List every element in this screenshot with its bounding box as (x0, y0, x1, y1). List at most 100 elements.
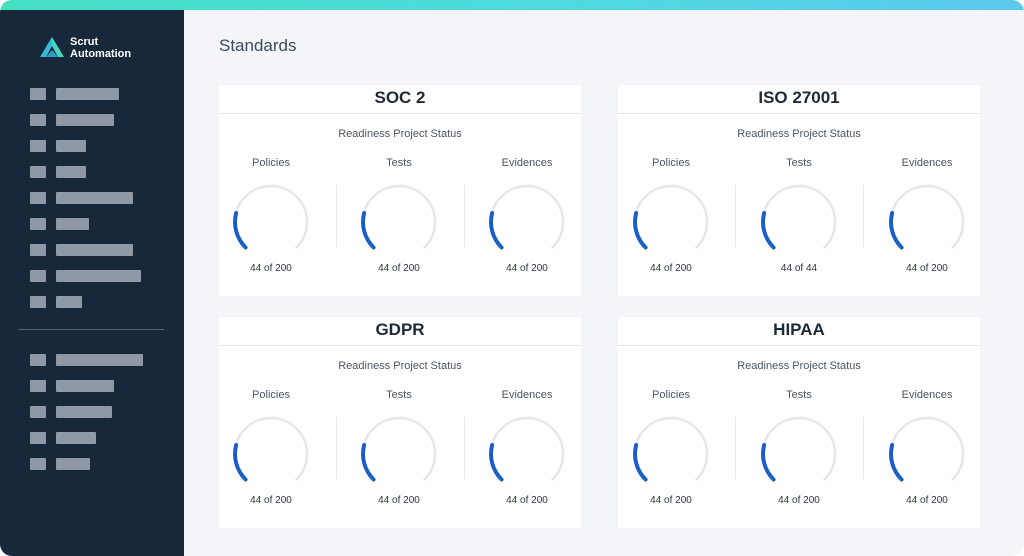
metric-label: Policies (652, 157, 690, 169)
standard-card-soc2[interactable]: SOC 2 Readiness Project Status Policies … (219, 85, 581, 296)
metric-value: 44 of 200 (650, 495, 692, 506)
page-title: Standards (219, 36, 297, 55)
progress-gauge (489, 416, 565, 482)
nav-icon (30, 270, 46, 282)
metric-label: Policies (252, 389, 290, 401)
nav-icon (30, 458, 46, 470)
nav-icon (30, 354, 46, 366)
nav-label-placeholder (56, 406, 112, 418)
nav-label-placeholder (56, 218, 89, 230)
progress-gauge (761, 184, 837, 250)
metric-label: Tests (786, 389, 812, 401)
card-subtitle: Readiness Project Status (737, 360, 861, 372)
metric-tests[interactable]: Tests 44 of 200 (739, 389, 859, 513)
metric-label: Evidences (901, 157, 953, 169)
metric-evidences[interactable]: Evidences 44 of 200 (467, 157, 587, 281)
metric-tests[interactable]: Tests 44 of 200 (339, 389, 459, 513)
gauge-track (761, 416, 837, 481)
gauge-progress-arc (233, 443, 248, 482)
gauge-track (233, 416, 309, 481)
card-subtitle: Readiness Project Status (338, 128, 462, 140)
nav-icon (30, 140, 46, 152)
metric-value: 44 of 200 (778, 495, 820, 506)
metric-separator (464, 417, 465, 479)
metric-policies[interactable]: Policies 44 of 200 (611, 389, 731, 513)
logo-line-1: Scrut (70, 36, 99, 48)
nav-label-placeholder (56, 354, 143, 366)
metric-policies[interactable]: Policies 44 of 200 (211, 389, 331, 513)
metric-label: Tests (386, 157, 412, 169)
metric-label: Evidences (501, 157, 553, 169)
gauge-progress-arc (233, 211, 248, 250)
scrut-logo-icon (40, 37, 64, 57)
nav-icon (30, 88, 46, 100)
gauge-track (361, 184, 437, 249)
nav-icon (30, 192, 46, 204)
nav-label-placeholder (56, 244, 133, 256)
gauge-track (889, 416, 965, 481)
card-subtitle: Readiness Project Status (338, 360, 462, 372)
gauge-track (489, 184, 565, 249)
metric-value: 44 of 200 (250, 495, 292, 506)
metric-separator (863, 185, 864, 247)
progress-gauge (761, 416, 837, 482)
logo-text: Scrut Automation (70, 36, 131, 60)
progress-gauge (361, 184, 437, 250)
standard-card-iso27001[interactable]: ISO 27001 Readiness Project Status Polic… (618, 85, 980, 296)
gauge-track (489, 416, 565, 481)
metric-policies[interactable]: Policies 44 of 200 (211, 157, 331, 281)
metric-evidences[interactable]: Evidences 44 of 200 (467, 389, 587, 513)
nav-label-placeholder (56, 192, 133, 204)
metric-separator (464, 185, 465, 247)
metric-value: 44 of 200 (506, 263, 548, 274)
nav-label-placeholder (56, 296, 82, 308)
progress-gauge (633, 184, 709, 250)
metric-value: 44 of 200 (250, 263, 292, 274)
progress-gauge (489, 184, 565, 250)
metric-tests[interactable]: Tests 44 of 44 (739, 157, 859, 281)
progress-gauge (361, 416, 437, 482)
metric-value: 44 of 200 (906, 495, 948, 506)
metric-separator (336, 185, 337, 247)
gauge-track (889, 184, 965, 249)
metric-tests[interactable]: Tests 44 of 200 (339, 157, 459, 281)
standard-card-gdpr[interactable]: GDPR Readiness Project Status Policies 4… (219, 317, 581, 528)
gauge-progress-arc (489, 443, 504, 482)
logo[interactable]: Scrut Automation (40, 36, 131, 60)
nav-icon (30, 166, 46, 178)
metric-policies[interactable]: Policies 44 of 200 (611, 157, 731, 281)
card-title: HIPAA (618, 317, 980, 346)
metric-value: 44 of 44 (780, 263, 818, 274)
standard-card-hipaa[interactable]: HIPAA Readiness Project Status Policies … (618, 317, 980, 528)
nav-label-placeholder (56, 458, 90, 470)
gauge-progress-arc (633, 211, 648, 250)
card-title: ISO 27001 (618, 85, 980, 114)
nav-icon (30, 432, 46, 444)
metric-label: Tests (786, 157, 812, 169)
metric-separator (735, 417, 736, 479)
metric-separator (863, 417, 864, 479)
gauge-track (233, 184, 309, 249)
nav-icon (30, 296, 46, 308)
metric-evidences[interactable]: Evidences 44 of 200 (867, 157, 987, 281)
progress-gauge (233, 184, 309, 250)
gauge-progress-arc (633, 443, 648, 482)
card-title: GDPR (219, 317, 581, 346)
gauge-progress-arc (761, 211, 776, 250)
metric-separator (336, 417, 337, 479)
sidebar-divider (18, 329, 164, 330)
card-subtitle: Readiness Project Status (737, 128, 861, 140)
nav-label-placeholder (56, 166, 86, 178)
metric-label: Policies (652, 389, 690, 401)
metric-evidences[interactable]: Evidences 44 of 200 (867, 389, 987, 513)
metric-value: 44 of 200 (378, 263, 420, 274)
metric-label: Evidences (901, 389, 953, 401)
nav-label-placeholder (56, 140, 86, 152)
nav-icon (30, 114, 46, 126)
nav-icon (30, 380, 46, 392)
gauge-progress-arc (761, 443, 776, 482)
progress-gauge (633, 416, 709, 482)
nav-icon (30, 244, 46, 256)
metric-value: 44 of 200 (378, 495, 420, 506)
